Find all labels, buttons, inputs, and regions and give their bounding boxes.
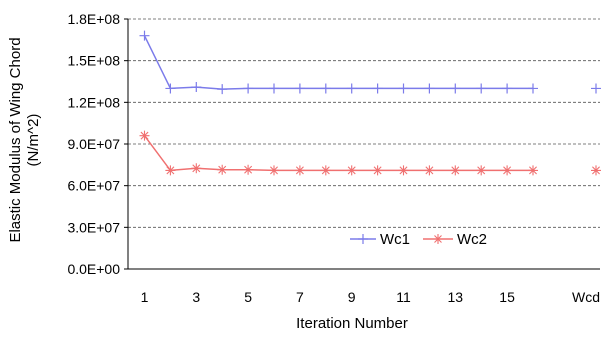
gridlines	[128, 18, 600, 228]
series-wc2	[139, 130, 601, 176]
data-point	[217, 84, 228, 95]
x-tick-label: 3	[192, 289, 200, 305]
data-point	[165, 165, 176, 176]
legend-wc1-label: Wc1	[380, 231, 410, 248]
data-point	[398, 83, 409, 94]
x-axis-title: Iteration Number	[296, 315, 408, 332]
y-axis-title: Elastic Modulus of Wing Chord (N/m^2)	[7, 37, 42, 242]
axes	[124, 18, 600, 270]
series-line	[143, 135, 533, 172]
legend-wc1-marker	[358, 234, 368, 244]
y-axis-title-line1: Elastic Modulus of Wing Chord	[7, 37, 24, 242]
data-point	[139, 130, 150, 141]
data-point	[320, 83, 331, 94]
data-point	[476, 165, 487, 176]
series-line	[143, 35, 533, 90]
data-point	[450, 83, 461, 94]
legend: Wc1 Wc2	[350, 231, 487, 248]
y-tick-label: 1.2E+08	[67, 94, 120, 110]
data-point	[269, 165, 279, 176]
y-tick-label: 9.0E+07	[67, 136, 120, 152]
data-point	[528, 83, 538, 94]
x-tick-label: 9	[348, 289, 356, 305]
tick-labels: 0.0E+00 3.0E+07 6.0E+07 9.0E+07 1.2E+08 1.5E+…	[67, 11, 600, 305]
data-point	[217, 164, 228, 175]
x-tick-label: 5	[244, 289, 252, 305]
data-point	[243, 83, 254, 94]
y-tick-label: 3.0E+07	[67, 219, 120, 235]
series-lines	[139, 30, 601, 176]
y-tick-label: 6.0E+07	[67, 178, 120, 194]
x-tick-label: 13	[448, 289, 464, 305]
x-tick-label: 1	[141, 289, 149, 305]
data-point	[191, 163, 202, 174]
y-tick-label: 1.8E+08	[67, 11, 120, 27]
data-point	[476, 83, 487, 94]
series-wc1	[139, 30, 601, 95]
data-point	[165, 83, 176, 94]
data-point	[398, 165, 409, 176]
legend-wc2-label: Wc2	[457, 231, 487, 248]
data-point	[502, 83, 513, 94]
data-point	[191, 82, 202, 93]
data-point	[591, 165, 601, 176]
data-point	[294, 83, 305, 94]
data-point	[346, 83, 357, 94]
data-point	[372, 83, 383, 94]
data-point	[424, 165, 435, 176]
data-point	[320, 165, 331, 176]
data-point	[372, 165, 383, 176]
x-tick-label: 7	[296, 289, 304, 305]
data-point	[294, 165, 305, 176]
data-point	[424, 83, 435, 94]
data-point	[528, 165, 538, 176]
data-point	[502, 165, 513, 176]
y-tick-label: 0.0E+00	[67, 261, 120, 277]
x-tick-label: Wcd	[572, 289, 600, 305]
data-point	[269, 83, 279, 94]
data-point	[243, 164, 254, 175]
y-axis-title-line2: (N/m^2)	[25, 114, 42, 167]
x-tick-label: 15	[499, 289, 515, 305]
legend-wc2-marker	[433, 234, 443, 244]
x-tick-label: 11	[396, 289, 411, 305]
data-point	[346, 165, 357, 176]
y-tick-label: 1.5E+08	[67, 53, 120, 69]
data-point	[450, 165, 461, 176]
data-point	[139, 30, 150, 41]
data-point	[591, 83, 601, 94]
